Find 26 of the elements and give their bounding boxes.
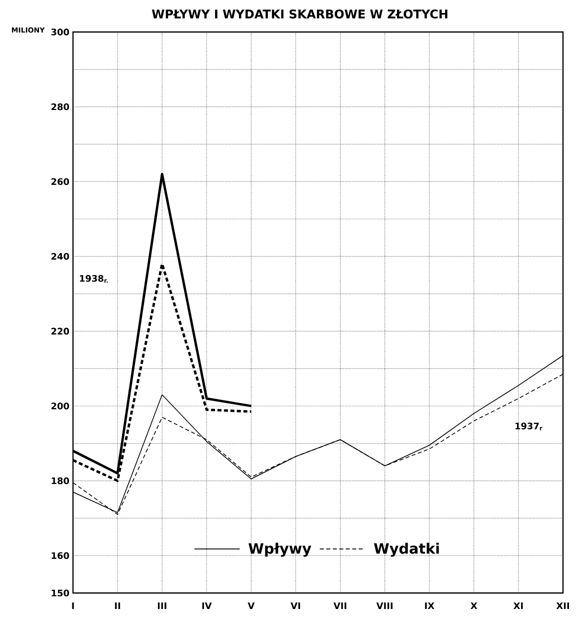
x-tick-label: II (115, 602, 120, 610)
y-tick-label: 220 (51, 328, 70, 335)
x-tick-label: XI (514, 602, 523, 610)
x-tick-label: V (248, 602, 255, 610)
y-tick-label: 180 (52, 477, 70, 484)
legend-label: Wpływy (248, 542, 312, 557)
annotation: 1937$_{r}$ (516, 422, 542, 430)
x-tick-label: IV (202, 602, 212, 610)
x-tick-label: X (470, 602, 478, 610)
x-tick-label: XII (556, 602, 569, 610)
y-tick-label: 160 (52, 552, 70, 559)
chart-title: WPŁYWY I WYDATKI SKARBOWE W ZŁOTYCH (152, 9, 448, 19)
y-tick-label: 280 (51, 103, 70, 110)
annotation: 1938$_{r.}$ (80, 275, 108, 283)
x-tick-label: III (158, 602, 166, 610)
y-tick-label: 150 (52, 590, 70, 596)
x-tick-label: VIII (376, 602, 392, 610)
x-tick-label: VI (290, 602, 300, 610)
y-tick-label: 260 (51, 178, 70, 185)
y-tick-label: 200 (51, 402, 70, 410)
y-tick-label: 240 (51, 253, 70, 260)
legend-label: Wydatki (374, 542, 439, 557)
x-tick-label: VII (334, 602, 346, 610)
x-tick-label: I (72, 602, 74, 610)
y-tick-label: 300 (51, 28, 70, 36)
x-tick-label: IX (425, 602, 434, 610)
